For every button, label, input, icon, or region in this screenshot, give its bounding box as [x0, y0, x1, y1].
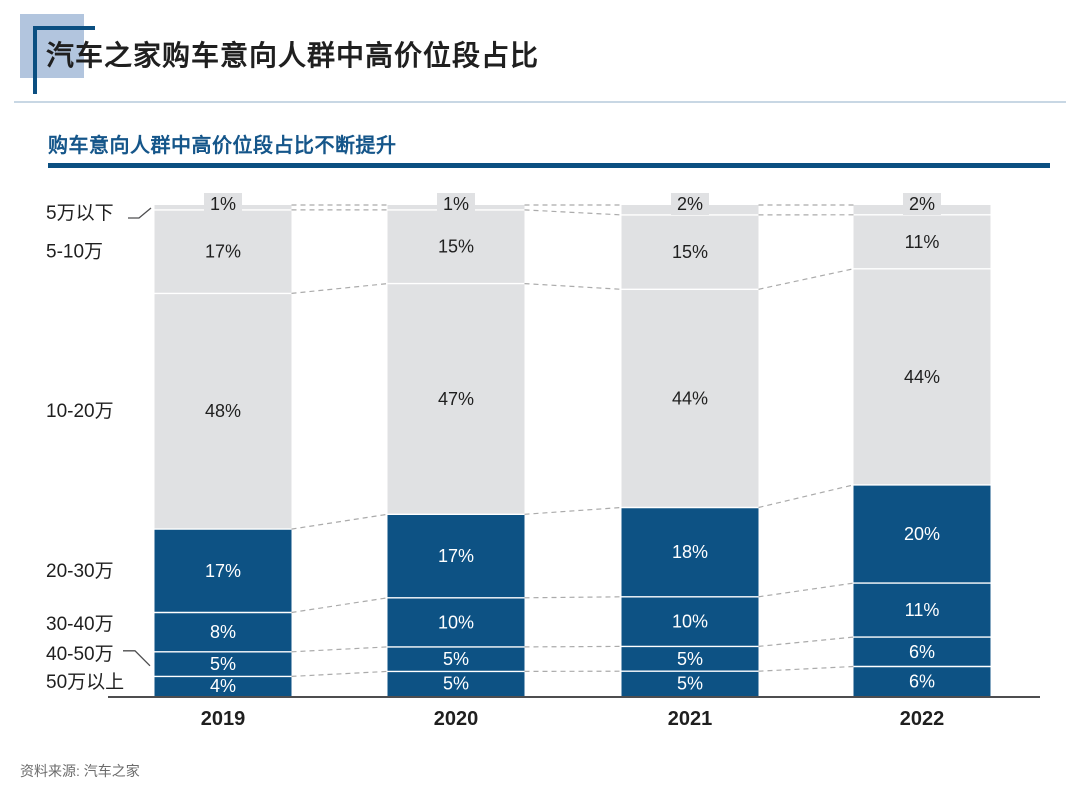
segment-value-label: 44% — [904, 367, 940, 387]
segment-value-label: 15% — [438, 237, 474, 257]
segment-value-label: 20% — [904, 524, 940, 544]
segment-connector-dashed-line — [291, 670, 388, 677]
bar-segment — [853, 268, 991, 485]
row-label: 40-50万 — [46, 644, 114, 665]
segment-connector-dashed-line — [524, 596, 622, 599]
segment-value-label: 2% — [909, 194, 935, 214]
segment-value-label: 5% — [677, 674, 703, 694]
segment-value-label: 1% — [210, 194, 236, 214]
bar-segment — [621, 214, 759, 290]
segment-connector-dashed-line — [758, 665, 854, 672]
segment-connector-dashed-line — [758, 636, 854, 647]
segment-value-label: 48% — [205, 401, 241, 421]
bar-segment — [853, 637, 991, 667]
segment-connector-dashed-line — [291, 283, 388, 294]
segment-value-label: 17% — [205, 242, 241, 262]
bar-segment — [853, 666, 991, 696]
segment-value-label: 8% — [210, 622, 236, 642]
segment-value-label: 6% — [909, 642, 935, 662]
bar-segment — [853, 214, 991, 269]
row-label-leader-line — [128, 207, 152, 219]
segment-value-label: 5% — [210, 654, 236, 674]
segment-value-label: 11% — [905, 600, 940, 620]
row-label: 10-20万 — [46, 401, 114, 422]
segment-value-label: 1% — [443, 194, 469, 214]
bar-segment — [853, 583, 991, 638]
segment-value-label: 15% — [672, 242, 708, 262]
bar-segment — [154, 209, 292, 294]
segment-value-label: 10% — [438, 612, 474, 632]
bar-segment — [621, 596, 759, 647]
segment-connector-dashed-line — [291, 513, 388, 530]
top-segment-label-tab — [204, 193, 242, 215]
top-segment-label-tab — [903, 193, 941, 215]
segment-connector-dashed-line — [524, 506, 622, 515]
header-divider — [14, 101, 1066, 103]
bar-segment — [387, 646, 525, 672]
bar-segment — [387, 671, 525, 696]
segment-connector-dashed-line — [758, 484, 854, 509]
bar-segment — [621, 671, 759, 696]
subtitle-underline — [48, 163, 1050, 168]
bar-segment — [621, 507, 759, 597]
bar-segment — [387, 209, 525, 284]
title-decoration-square — [20, 14, 84, 78]
segment-value-label: 11% — [905, 232, 940, 252]
segment-value-label: 47% — [438, 389, 474, 409]
top-segment-label-tab — [437, 193, 475, 215]
segment-connector-dashed-line — [291, 646, 388, 653]
segment-value-label: 5% — [443, 674, 469, 694]
bar-segment — [621, 646, 759, 672]
row-label-leader-line — [123, 650, 151, 667]
segment-value-label: 6% — [909, 671, 935, 691]
x-axis-category-label: 2022 — [900, 708, 945, 730]
bar-segment — [154, 651, 292, 677]
segment-value-label: 17% — [438, 546, 474, 566]
title-decoration-bracket — [33, 26, 95, 94]
source-note: 资料来源: 汽车之家 — [20, 763, 140, 779]
bar-segment — [154, 612, 292, 652]
bar-segment — [621, 289, 759, 508]
x-axis-category-label: 2020 — [434, 708, 479, 730]
bar-segment — [387, 597, 525, 647]
bar-segment — [387, 514, 525, 598]
row-label: 20-30万 — [46, 561, 114, 582]
bar-segment — [387, 283, 525, 515]
bar-segment — [853, 484, 991, 584]
segment-value-label: 5% — [443, 649, 469, 669]
row-label: 5-10万 — [46, 242, 103, 263]
segment-connector-dashed-line — [524, 283, 622, 290]
segment-connector-dashed-line — [758, 582, 854, 598]
segment-value-label: 10% — [672, 612, 708, 632]
segment-value-label: 4% — [210, 676, 236, 696]
top-segment-label-tab — [671, 193, 709, 215]
row-label: 30-40万 — [46, 614, 114, 635]
segment-value-label: 44% — [672, 388, 708, 408]
row-label: 5万以下 — [46, 203, 114, 224]
segment-value-label: 18% — [672, 542, 708, 562]
x-axis-category-label: 2019 — [201, 708, 246, 730]
segment-value-label: 2% — [677, 194, 703, 214]
chart-subtitle: 购车意向人群中高价位段占比不断提升 — [48, 135, 397, 157]
segment-value-label: 17% — [205, 561, 241, 581]
bar-segment — [154, 676, 292, 696]
row-label: 50万以上 — [46, 671, 124, 693]
segment-value-label: 5% — [677, 649, 703, 669]
chart-canvas: 1%17%48%17%8%5%4%1%15%47%17%10%5%5%2%15%… — [46, 193, 1040, 730]
bar-segment — [154, 293, 292, 530]
bar-segment — [154, 529, 292, 613]
x-axis-category-label: 2021 — [668, 708, 713, 730]
segment-connector-dashed-line — [524, 645, 622, 648]
stacked-bar-chart: 1% 17% 48% 17% 8% 5% 4% 1% 15% 47% 17% 10% 5% 5% 2% 15%… — [0, 185, 1080, 745]
page-title: 汽车之家购车意向人群中高价位段占比 — [46, 40, 540, 71]
segment-connector-dashed-line — [758, 268, 854, 290]
segment-connector-dashed-line — [291, 597, 388, 614]
segment-connector-dashed-line — [524, 209, 622, 216]
